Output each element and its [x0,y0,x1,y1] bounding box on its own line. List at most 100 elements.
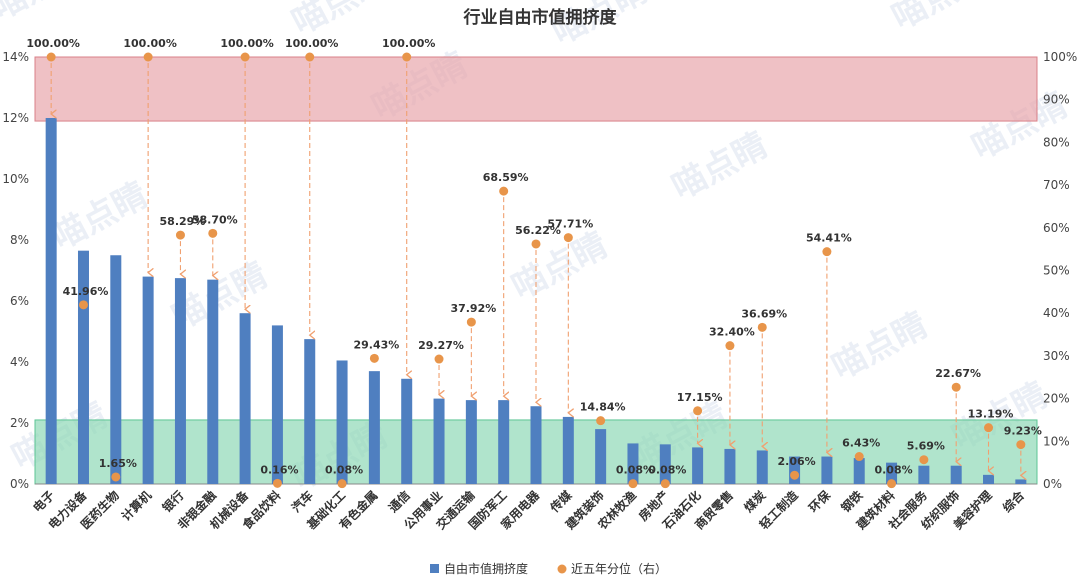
category-label: 银行 [159,488,187,516]
band-high [34,56,1038,122]
category-label: 通信 [385,488,413,516]
bar [562,416,574,484]
percentile-dot [272,478,282,488]
bar [659,444,671,484]
percentile-label: 1.65% [99,457,137,470]
category-label: 煤炭 [741,488,769,516]
category-label: 传媒 [546,487,575,516]
percentile-label: 29.43% [353,338,399,351]
bar [110,255,122,484]
percentile-dot [111,472,121,482]
percentile-label: 22.67% [935,367,981,380]
right-tick-label: 90% [1043,93,1070,107]
percentile-dot [887,479,897,489]
percentile-dot [790,470,800,480]
left-tick-label: 8% [10,233,29,247]
percentile-label: 6.43% [842,437,880,450]
bar [433,398,445,484]
category-label: 电子 [30,488,58,516]
percentile-label: 58.29% [160,215,206,228]
percentile-dot [822,247,832,257]
right-tick-label: 10% [1043,434,1070,448]
bar [77,250,89,484]
percentile-dot [369,353,379,363]
percentile-label: 41.96% [63,285,109,298]
percentile-dot [725,341,735,351]
percentile-dot [143,52,153,62]
percentile-dot [175,230,185,240]
percentile-dot [208,228,218,238]
percentile-dot [531,239,541,249]
percentile-label: 36.69% [741,307,787,320]
left-tick-label: 14% [2,50,29,64]
watermark-text: 喵点睛 [665,125,774,208]
right-tick-label: 80% [1043,135,1070,149]
percentile-label: 0.08% [874,464,912,477]
watermark-text: 喵点睛 [0,0,94,28]
percentile-dot [78,300,88,310]
percentile-label: 37.92% [450,302,496,315]
category-label: 钢铁 [838,488,866,516]
legend-dot-swatch [557,564,567,574]
bar [983,474,995,484]
percentile-dot [660,479,670,489]
percentile-label: 9.23% [1004,425,1042,438]
percentile-dot [499,186,509,196]
percentile-label: 100.00% [285,37,338,50]
bar [401,378,413,484]
percentile-label: 54.41% [806,232,852,245]
bar [692,447,704,484]
bar [465,400,477,484]
percentile-label: 58.70% [192,213,238,226]
legend-bar-label: 自由市值拥挤度 [444,561,528,576]
bar [45,118,57,484]
bar [498,400,510,484]
legend: 自由市值拥挤度 近五年分位（右） [430,561,667,576]
percentile-label: 29.27% [418,339,464,352]
bar [368,371,380,484]
bar [1015,479,1027,484]
bar [174,278,186,484]
bar [756,450,768,484]
left-tick-label: 2% [10,416,29,430]
percentile-dot [563,233,573,243]
percentile-label: 0.16% [260,463,298,476]
bar [821,456,833,484]
bar [789,456,801,484]
percentile-dot [951,382,961,392]
percentile-dot [854,452,864,462]
percentile-dot [402,52,412,62]
left-tick-label: 10% [2,172,29,186]
percentile-label: 5.69% [907,440,945,453]
bar [304,339,316,484]
percentile-label: 100.00% [382,37,435,50]
bar [724,448,736,484]
percentile-dot [1016,440,1026,450]
percentile-label: 0.08% [325,464,363,477]
percentile-label: 68.59% [483,171,529,184]
bar [886,462,898,484]
right-tick-label: 40% [1043,306,1070,320]
legend-dot-label: 近五年分位（右） [571,561,667,576]
percentile-dot [757,322,767,332]
right-tick-label: 50% [1043,264,1070,278]
bar [595,429,607,484]
bar [530,406,542,484]
percentile-dot [919,455,929,465]
percentile-label: 100.00% [220,37,273,50]
bar [142,276,154,484]
left-tick-label: 4% [10,355,29,369]
bar [207,279,219,484]
bar [336,360,348,484]
percentile-label: 56.22% [515,224,561,237]
percentile-dot [337,479,347,489]
percentile-dot [628,479,638,489]
watermark-text: 喵点睛 [505,225,614,308]
watermark-text: 喵点睛 [885,0,994,38]
bar [950,465,962,484]
percentile-label: 0.08% [616,464,654,477]
bar [627,443,639,484]
percentile-dot [596,416,606,426]
percentile-dot [305,52,315,62]
category-label: 环保 [805,487,833,515]
